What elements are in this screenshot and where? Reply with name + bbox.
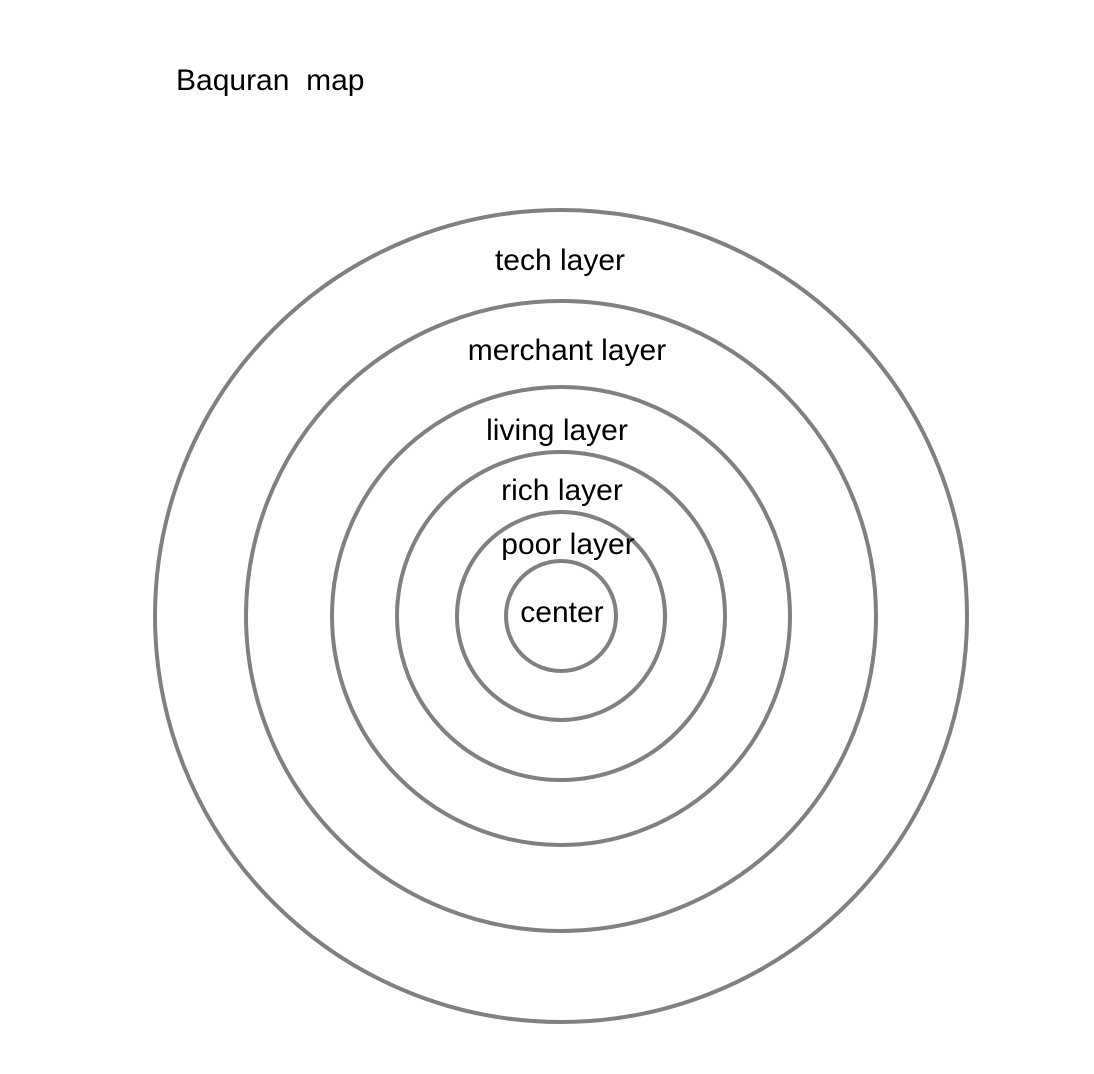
center-ring: [504, 559, 618, 673]
merchant-layer-ring: [244, 299, 878, 933]
tech-layer-ring: [153, 208, 969, 1024]
tech-layer-label: tech layer: [495, 244, 625, 277]
poor-layer-ring: [455, 510, 667, 722]
rich-layer-ring: [395, 450, 727, 782]
layer-rings: [153, 208, 969, 1024]
map-title: Baquran map: [176, 64, 365, 97]
rich-layer-label: rich layer: [501, 474, 623, 507]
layer-labels: tech layer merchant layer living layer r…: [468, 244, 666, 629]
living-layer-label: living layer: [486, 414, 628, 447]
merchant-layer-label: merchant layer: [468, 334, 666, 367]
living-layer-ring: [330, 385, 792, 847]
center-label: center: [520, 596, 603, 629]
poor-layer-label: poor layer: [501, 528, 634, 561]
